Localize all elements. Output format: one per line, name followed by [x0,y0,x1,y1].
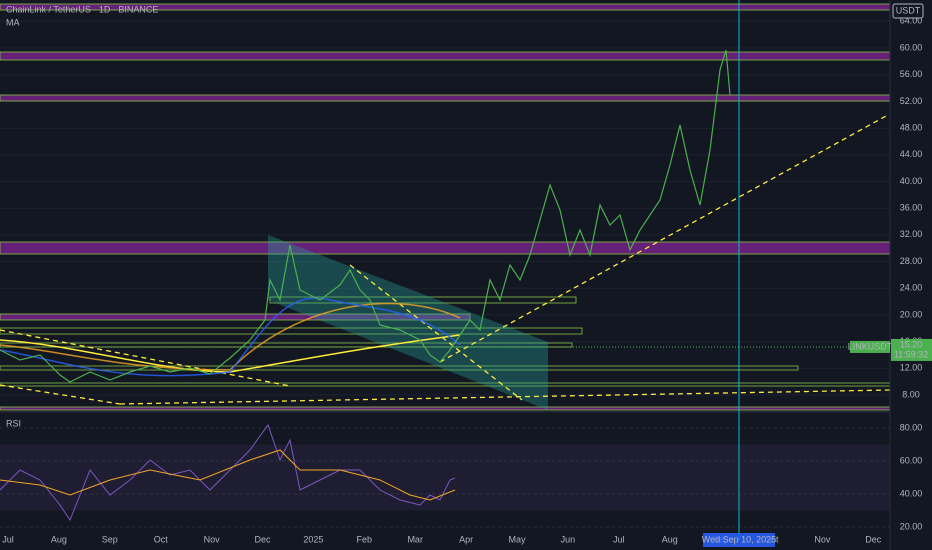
tag-countdown: 11:59:32 [894,349,928,359]
price-tick-label: 12.00 [900,363,923,373]
rsi-band [0,444,890,511]
price-axis [890,0,932,550]
price-tick-label: 48.00 [900,122,923,132]
time-label: Jun [561,534,576,544]
time-label: Aug [662,534,678,544]
currency-box [892,3,924,19]
price-tick-label: 60.00 [900,42,923,52]
rsi-tick-label: 60.00 [900,455,923,465]
price-tick-label: 44.00 [900,149,923,159]
tag-box [850,340,890,353]
time-label: Jul [2,534,14,544]
rsi-title: RSI [6,418,21,428]
moving-averages [0,297,461,377]
symbol: ChainLink / TetherUS · 1D · BINANCE [6,4,158,14]
rsi-line [0,423,456,522]
time-label: Apr [459,534,473,544]
time-label: Dec [865,534,882,544]
price-tick-label: 32.00 [900,229,923,239]
price-tick-label: 56.00 [900,69,923,79]
tag-price: 15.20 [900,339,923,349]
time-label: Oct [154,534,169,544]
rsi-tick-label: 40.00 [900,488,923,498]
price-tick-label: 36.00 [900,203,923,213]
price [0,49,731,383]
time-label: Dec [254,534,271,544]
time-label: Mar [407,534,423,544]
time-label: 2025 [303,534,323,544]
price-tick-label: 24.00 [900,283,923,293]
rsi-ma [0,449,456,501]
time-label: Aug [51,534,67,544]
tag-symbol: LINKUSDT [848,341,893,351]
rsi-tick-label: 20.00 [900,521,923,531]
time-label: Jul [613,534,625,544]
time-label: Nov [204,534,221,544]
tag-price-box [891,338,932,361]
time-label: Feb [357,534,373,544]
ticks: 64.00 60.00 56.00 52.00 48.00 44.00 40.00 36.00… [900,16,923,532]
price-tick-label: 28.00 [900,256,923,266]
crosshair-label-box [703,533,775,547]
price-tick-label: 20.00 [900,309,923,319]
time-label: Nov [814,534,831,544]
price-tick-label: 8.00 [902,389,920,399]
time-label: May [508,534,526,544]
crosshair-date: Wed Sep 10, 2025 [702,534,776,544]
price-tick-label: 40.00 [900,176,923,186]
currency: USDT [896,5,921,15]
price-tick-label: 64.00 [900,16,923,26]
time-label: Sep [102,534,118,544]
time-axis: Jul Aug Sep Oct Nov Dec 2025 Feb Mar Apr May Jun Jul… [2,534,882,544]
price-tick-label: 52.00 [900,96,923,106]
trend-lines [0,115,891,405]
indicator: MA [6,17,20,27]
rsi-tick-label: 80.00 [900,422,923,432]
